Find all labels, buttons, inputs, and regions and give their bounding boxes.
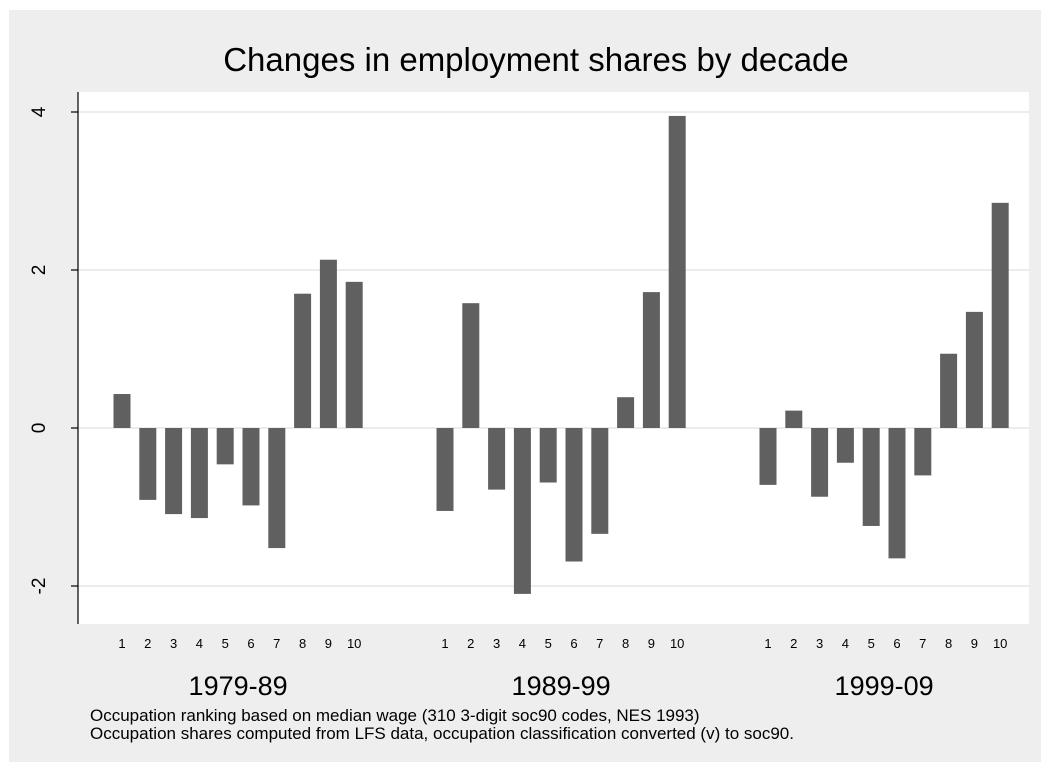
bars [113, 115, 1009, 594]
x-tick-label: 8 [299, 636, 306, 651]
x-tick-label: 7 [273, 636, 280, 651]
x-tick-label: 2 [144, 636, 151, 651]
x-tick-label: 7 [596, 636, 603, 651]
x-tick-label: 1 [764, 636, 771, 651]
chart-notes: Occupation ranking based on median wage … [90, 706, 794, 743]
x-tick-label: 2 [790, 636, 797, 651]
x-tick-label: 9 [971, 636, 978, 651]
bar [785, 410, 803, 428]
bar [940, 353, 958, 428]
bar [759, 428, 777, 485]
chart-title: Changes in employment shares by decade [223, 41, 849, 78]
bar [113, 394, 131, 428]
bar [914, 428, 932, 476]
x-tick-label: 4 [519, 636, 526, 651]
chart-figure: Changes in employment shares by decade 4… [9, 10, 1041, 762]
x-tick-label: 3 [816, 636, 823, 651]
bar [190, 428, 208, 519]
y-ticks: 4 2 0 -2 [29, 106, 78, 594]
plot-panel [78, 92, 1029, 624]
bar [836, 428, 854, 463]
bar [991, 202, 1009, 428]
bar [294, 293, 312, 428]
x-tick-label: 8 [945, 636, 952, 651]
group-labels: 1979-89 1989-99 1999-09 [189, 671, 934, 701]
x-tick-label: 5 [545, 636, 552, 651]
bar [488, 428, 506, 490]
x-tick-label: 6 [570, 636, 577, 651]
bar [965, 311, 983, 428]
x-tick-label: 10 [670, 636, 684, 651]
chart-svg: Changes in employment shares by decade 4… [29, 41, 1029, 743]
x-tick-label: 5 [868, 636, 875, 651]
x-tick-label: 8 [622, 636, 629, 651]
x-tick-label: 4 [842, 636, 849, 651]
y-tick-label: 0 [29, 423, 50, 434]
bar [216, 428, 234, 465]
x-tick-label: 6 [247, 636, 254, 651]
x-tick-label: 10 [347, 636, 361, 651]
y-tick-label: 2 [29, 265, 50, 276]
bar [436, 428, 454, 511]
x-tick-label: 2 [467, 636, 474, 651]
bar [642, 292, 660, 428]
x-ticks: 1 2 3 4 5 6 7 8 9 10 1 2 3 4 5 6 7 8 9 10 1 2 3 4 5 6 7 8 9 10 [118, 636, 1007, 651]
x-tick-label: 10 [993, 636, 1007, 651]
x-tick-label: 3 [170, 636, 177, 651]
bar [513, 428, 531, 594]
chart-note: Occupation shares computed from LFS data… [90, 724, 794, 743]
bar [811, 428, 829, 497]
x-tick-label: 1 [118, 636, 125, 651]
bar [591, 428, 609, 534]
bar [268, 428, 286, 549]
bar [888, 428, 906, 559]
chart-note: Occupation ranking based on median wage … [90, 706, 700, 725]
bar [539, 428, 557, 483]
group-label: 1989-99 [512, 671, 611, 701]
x-tick-label: 7 [919, 636, 926, 651]
bar [139, 428, 157, 500]
x-tick-label: 5 [222, 636, 229, 651]
bar [617, 397, 635, 428]
bar [565, 428, 583, 562]
bar [345, 281, 363, 428]
y-tick-label: 4 [29, 106, 50, 117]
x-tick-label: 4 [196, 636, 203, 651]
bar [462, 303, 480, 428]
x-tick-label: 6 [893, 636, 900, 651]
group-label: 1979-89 [189, 671, 288, 701]
x-tick-label: 3 [493, 636, 500, 651]
x-tick-label: 9 [325, 636, 332, 651]
x-tick-label: 9 [648, 636, 655, 651]
group-label: 1999-09 [835, 671, 934, 701]
bar [319, 259, 337, 428]
bar [242, 428, 260, 506]
x-tick-label: 1 [441, 636, 448, 651]
y-tick-label: -2 [29, 578, 50, 595]
bar [668, 115, 686, 428]
bar [862, 428, 880, 526]
bar [165, 428, 183, 515]
